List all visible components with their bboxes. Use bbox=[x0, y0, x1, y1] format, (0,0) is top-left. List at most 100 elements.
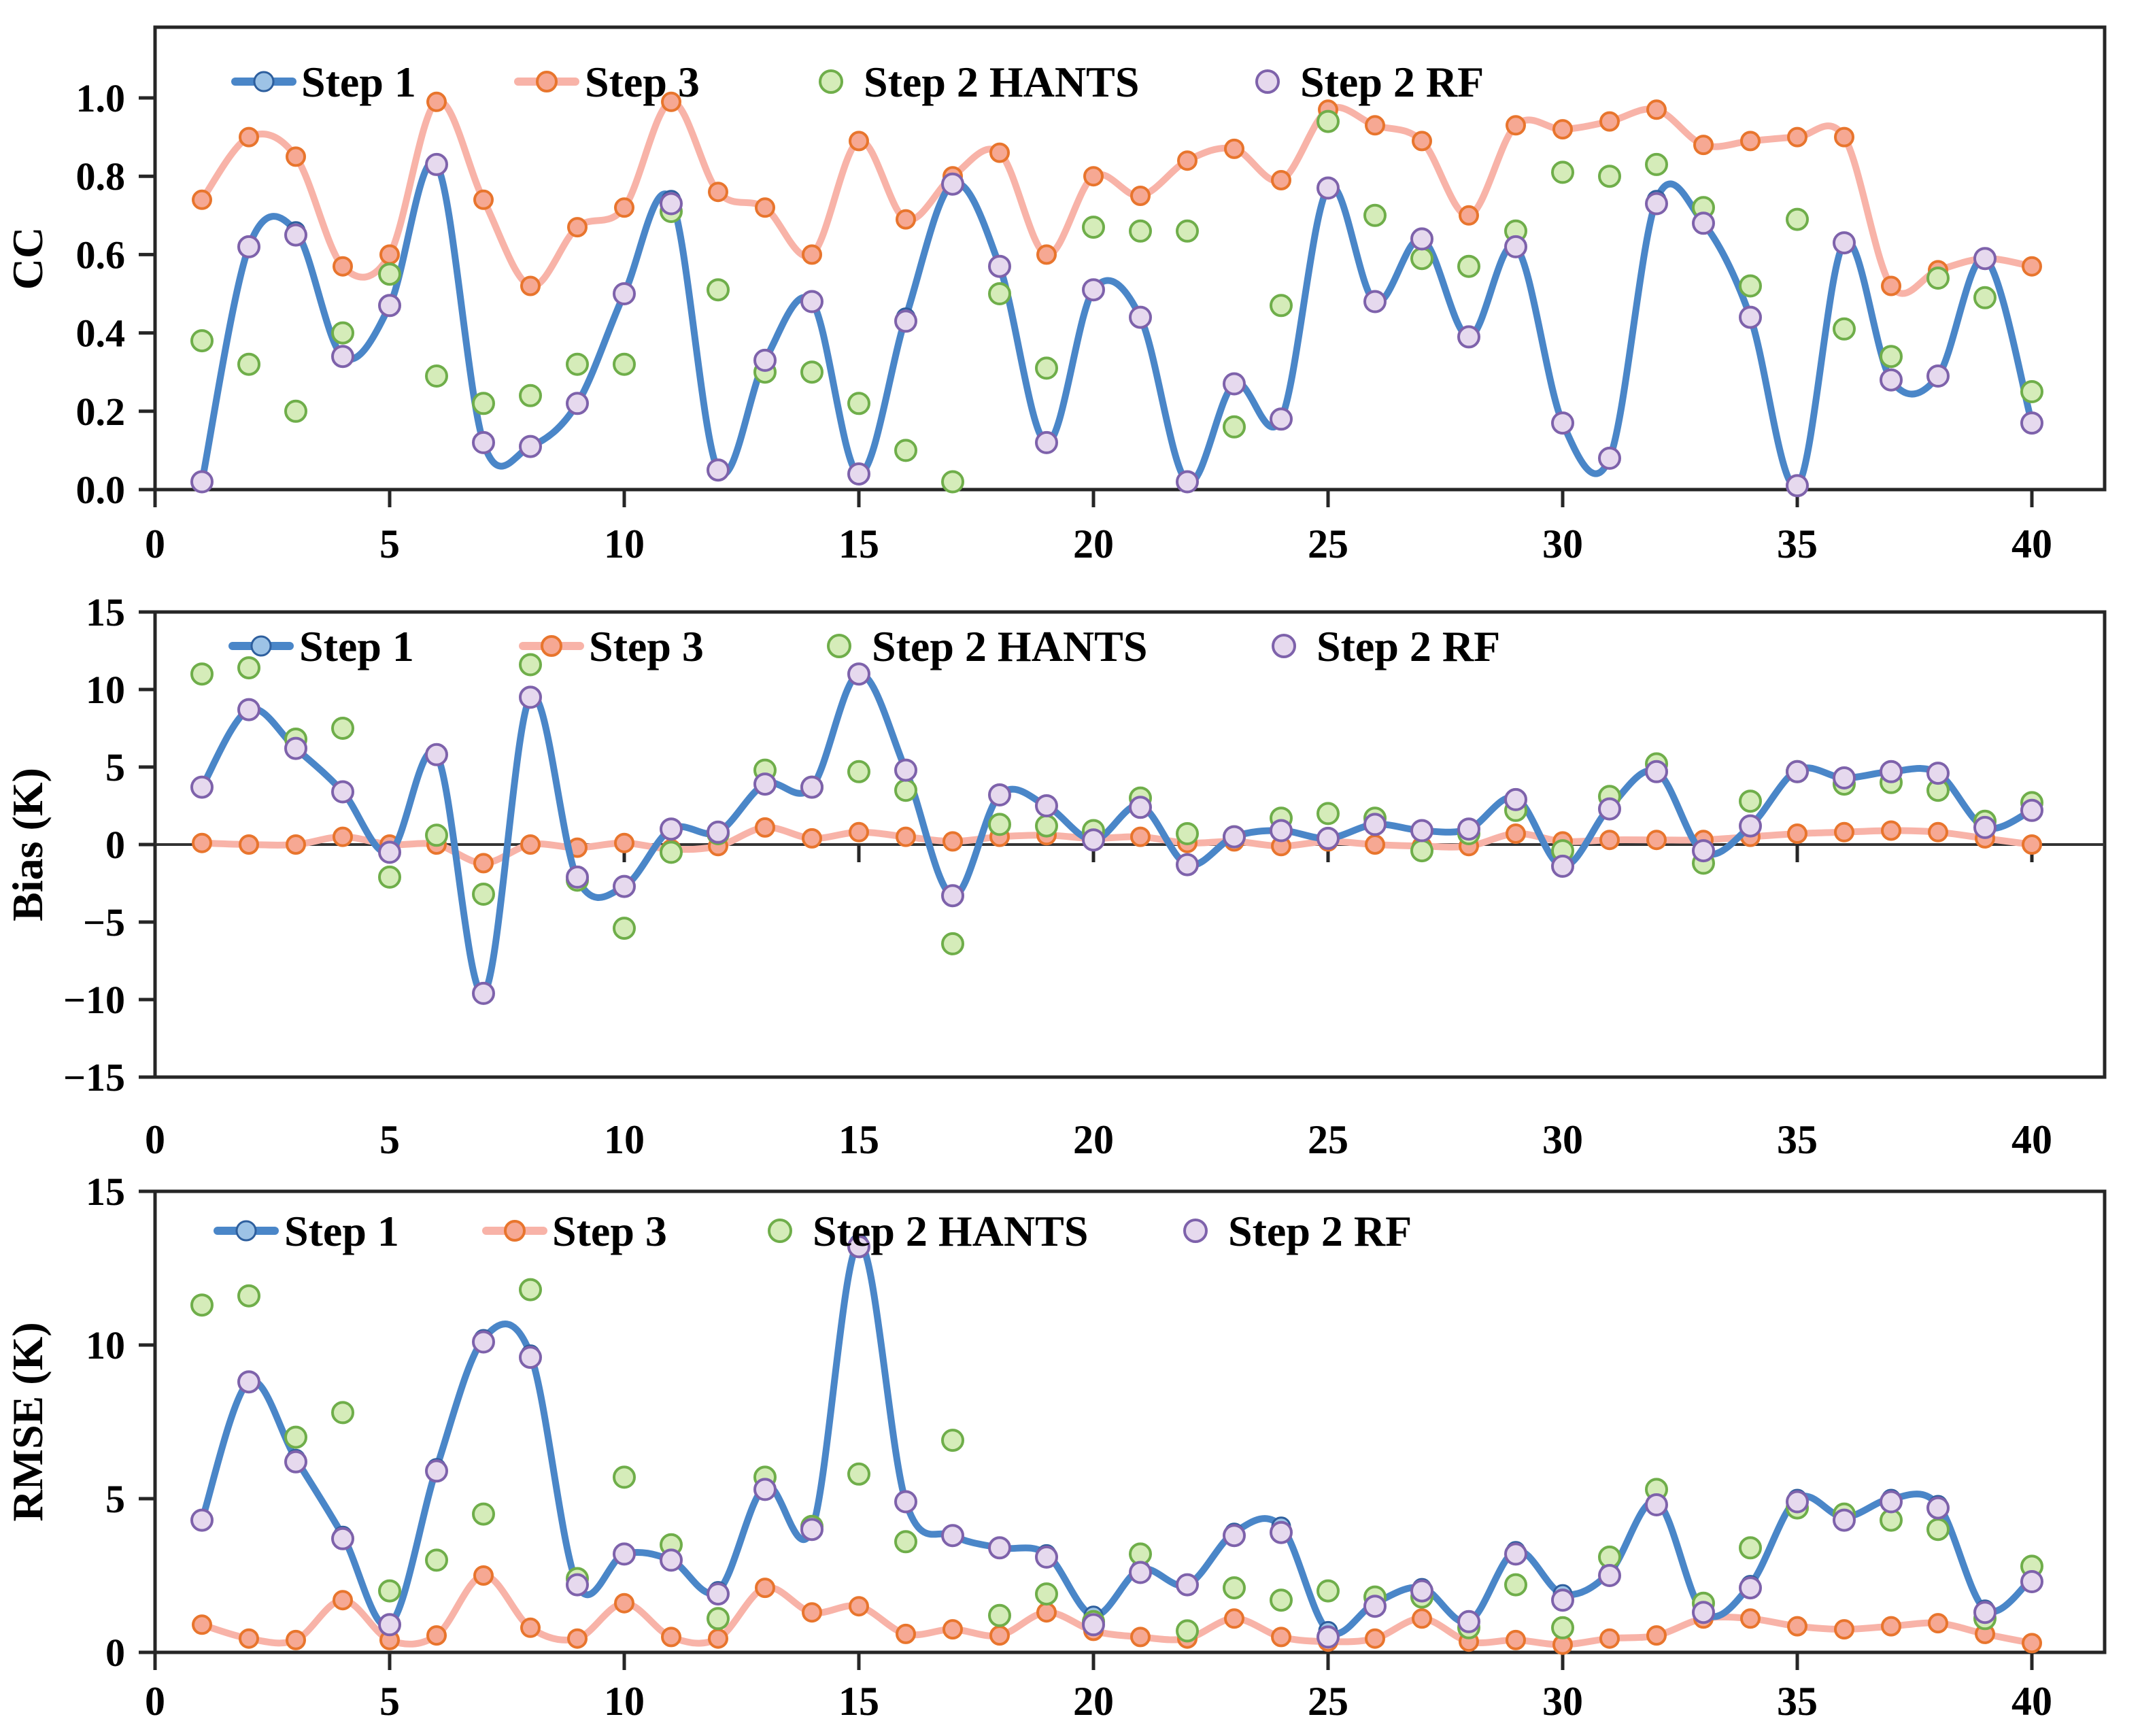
cc-rf-point bbox=[1692, 211, 1715, 235]
cc-step3-point bbox=[1036, 244, 1057, 265]
cc-step3-point bbox=[896, 209, 916, 230]
cc-step3-point bbox=[1083, 166, 1104, 187]
cc-step3-point bbox=[708, 182, 728, 203]
cc-hants-point bbox=[237, 352, 260, 376]
cc-legend-hants-label: Step 2 HANTS bbox=[864, 58, 1139, 106]
cc-rf-point bbox=[800, 290, 823, 313]
cc-hants-point bbox=[331, 321, 354, 345]
cc-rf-point bbox=[613, 282, 636, 305]
cc-rf-point bbox=[988, 254, 1011, 278]
cc-hants-point bbox=[1598, 165, 1621, 188]
cc-step3-point bbox=[1881, 275, 1901, 296]
cc-legend-step3-label: Step 3 bbox=[585, 58, 700, 106]
cc-step1-markers bbox=[192, 154, 2042, 496]
cc-hants-point bbox=[1880, 345, 1903, 369]
cc-hants-point bbox=[1973, 286, 1997, 309]
cc-xtick-label: 30 bbox=[1542, 522, 1583, 566]
cc-legend-rf-marker bbox=[1255, 69, 1280, 94]
cc-rf-point bbox=[1598, 446, 1621, 470]
cc-rf-point bbox=[519, 435, 542, 458]
cc-step3-point bbox=[1506, 115, 1526, 136]
cc-rf-point bbox=[1786, 474, 1809, 498]
cc-rf-point bbox=[1551, 411, 1574, 435]
cc-rf-point bbox=[941, 172, 964, 196]
cc-rf-point bbox=[2020, 411, 2043, 435]
cc-step3-point bbox=[1646, 99, 1667, 120]
cc-hants-point bbox=[425, 364, 448, 388]
cc-rf-point bbox=[237, 235, 260, 258]
cc-rf-point bbox=[331, 345, 354, 369]
cc-step3-point bbox=[2022, 256, 2042, 277]
cc-hants-point bbox=[190, 329, 214, 353]
cc-step3-point bbox=[989, 142, 1010, 163]
cc-y-axis-title: CC bbox=[3, 227, 52, 290]
cc-step3-point bbox=[1693, 135, 1714, 156]
cc-legend-rf-label: Step 2 RF bbox=[1300, 58, 1484, 106]
cc-rf-point bbox=[1129, 305, 1152, 329]
cc-ytick-label: 0.4 bbox=[76, 311, 126, 356]
cc-rf-point bbox=[847, 462, 870, 486]
cc-rf-point bbox=[1504, 235, 1527, 258]
cc-hants-markers bbox=[190, 109, 2043, 494]
cc-rf-point bbox=[1410, 227, 1433, 251]
cc-rf-point bbox=[472, 430, 495, 454]
cc-hants-point bbox=[613, 352, 636, 376]
cc-legend-step1-label: Step 1 bbox=[301, 58, 416, 106]
cc-hants-point bbox=[847, 392, 870, 415]
cc-hants-point bbox=[566, 352, 589, 376]
cc-hants-point bbox=[2020, 380, 2043, 403]
cc-ytick-label: 0.6 bbox=[76, 233, 126, 277]
cc-xtick-label: 40 bbox=[2011, 522, 2052, 566]
cc-step3-markers bbox=[192, 91, 2042, 296]
cc-step3-point bbox=[520, 275, 541, 296]
cc-rf-point bbox=[566, 392, 589, 415]
cc-rf-point bbox=[660, 192, 683, 216]
cc-hants-point bbox=[800, 360, 823, 384]
cc-rf-point bbox=[1926, 364, 1950, 388]
cc-ytick-label: 1.0 bbox=[76, 76, 126, 120]
cc-step3-point bbox=[1459, 205, 1479, 226]
cc-hants-point bbox=[1082, 216, 1105, 239]
cc-hants-point bbox=[519, 384, 542, 407]
cc-legend-step3-marker bbox=[536, 71, 558, 92]
cc-hants-point bbox=[1270, 294, 1293, 318]
cc-step3-point bbox=[192, 189, 212, 210]
cc-step3-point bbox=[1740, 131, 1761, 152]
cc-rf-point bbox=[1270, 407, 1293, 431]
cc-rf-point bbox=[1317, 176, 1340, 200]
cc-rf-point bbox=[284, 223, 307, 247]
cc-hants-point bbox=[707, 278, 730, 302]
cc-step3-point bbox=[1224, 138, 1244, 159]
cc-rf-point bbox=[1223, 372, 1246, 396]
cc-hants-point bbox=[378, 262, 401, 286]
cc-hants-point bbox=[472, 392, 495, 415]
cc-rf-point bbox=[1176, 470, 1199, 494]
cc-rf-point bbox=[1363, 290, 1387, 313]
cc-step3-point bbox=[755, 197, 775, 218]
cc-rf-point bbox=[425, 152, 448, 176]
cc-rf-point bbox=[1833, 231, 1856, 255]
cc-rf-point bbox=[753, 348, 777, 372]
cc-rf-point bbox=[707, 458, 730, 482]
cc-step3-point bbox=[286, 146, 306, 167]
cc-ytick-label: 0.8 bbox=[76, 154, 126, 199]
cc-step3-point bbox=[379, 244, 400, 265]
cc-rf-point bbox=[1035, 430, 1058, 454]
cc-step3-point bbox=[567, 217, 588, 238]
cc-rf-point bbox=[1457, 325, 1480, 349]
cc-xtick-label: 0 bbox=[145, 522, 165, 566]
cc-hants-point bbox=[1223, 415, 1246, 439]
cc-step3-point bbox=[1787, 126, 1807, 148]
cc-hants-point bbox=[1739, 274, 1762, 298]
cc-hants-point bbox=[894, 439, 917, 462]
cc-hants-point bbox=[284, 399, 307, 423]
cc-ytick-label: 0.0 bbox=[76, 468, 126, 512]
cc-hants-point bbox=[1129, 219, 1152, 243]
cc-plot-frame bbox=[153, 25, 2107, 492]
cc-step3-point bbox=[1130, 186, 1151, 206]
cc-step3-point bbox=[1412, 131, 1432, 152]
cc-step3-point bbox=[661, 91, 681, 112]
cc-rf-point bbox=[1739, 305, 1762, 329]
